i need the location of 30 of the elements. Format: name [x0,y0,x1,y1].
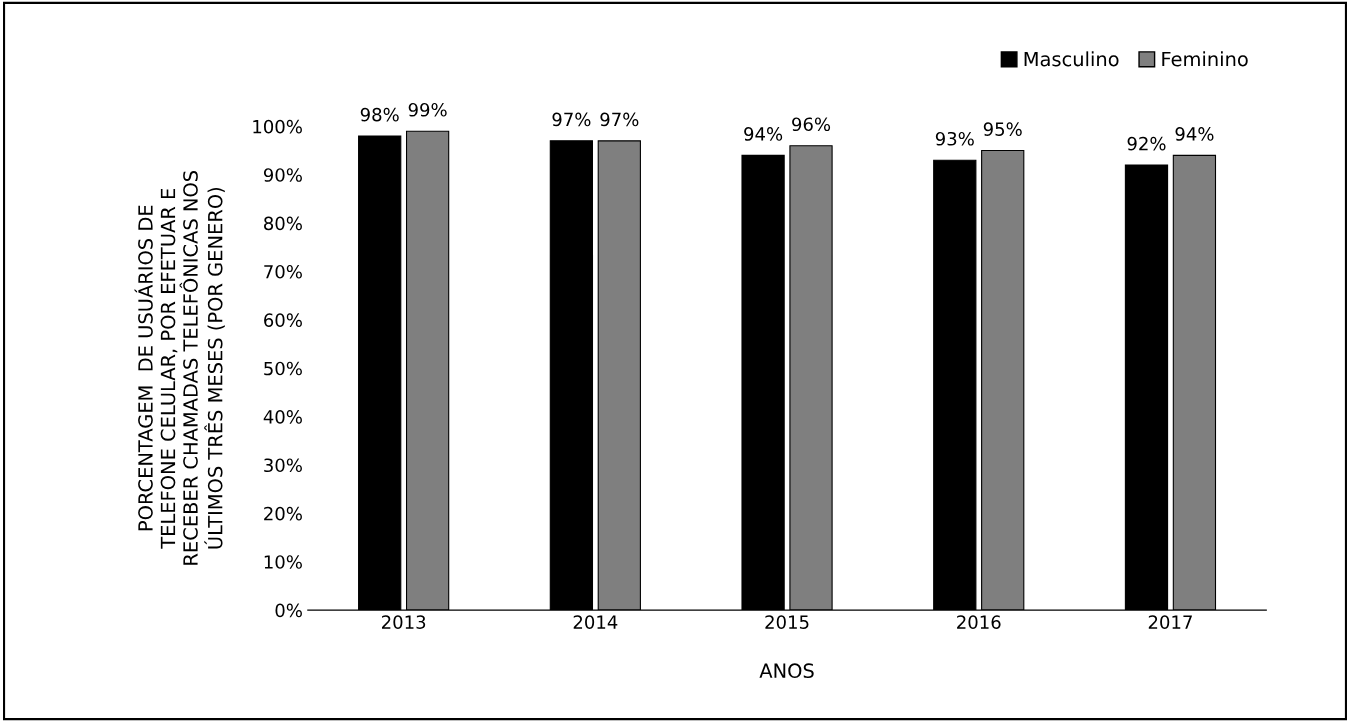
data-label: 95% [983,122,1022,136]
y-tick-label: 50% [264,361,302,376]
data-label: 99% [408,102,447,117]
x-tick-label: 2017 [1148,615,1192,629]
x-axis-title: ANOS [759,663,814,679]
legend-label: Masculino [1024,51,1119,67]
y-tick-label: 30% [264,458,302,473]
y-tick-label: 60% [264,313,302,327]
y-tick-label: 80% [264,216,302,231]
y-tick-label: 20% [264,506,302,521]
y-tick-label: 70% [264,264,302,279]
x-tick-label: 2015 [765,615,809,629]
x-tick-label: 2013 [382,615,426,629]
y-tick-label: 90% [263,168,302,182]
y-tick-label: 0% [275,603,302,618]
data-label: 93% [935,131,974,146]
data-label: 98% [360,107,399,122]
data-label: 97% [552,112,591,127]
y-tick-label: 40% [263,410,302,424]
x-tick-label: 2016 [957,615,1001,629]
y-tick-label: 10% [264,555,302,569]
data-label: 96% [792,117,831,132]
x-tick-label: 2014 [573,615,618,629]
legend-label: Feminino [1162,51,1248,67]
y-axis-title: PORCENTAGEM DE USUÁRIOS DE TELEFONE CELULAR, POR EFETUAR E RECEBER CHAMADAS TELEFÔNICAS NOS ÚLTIMOS TRÊS MESES (POR GENERO) [134,170,225,565]
data-label: 94% [1175,127,1214,141]
data-label: 97% [600,112,639,127]
y-tick-label: 100% [253,119,302,134]
data-label: 94% [744,127,783,141]
data-label: 92% [1127,136,1166,151]
